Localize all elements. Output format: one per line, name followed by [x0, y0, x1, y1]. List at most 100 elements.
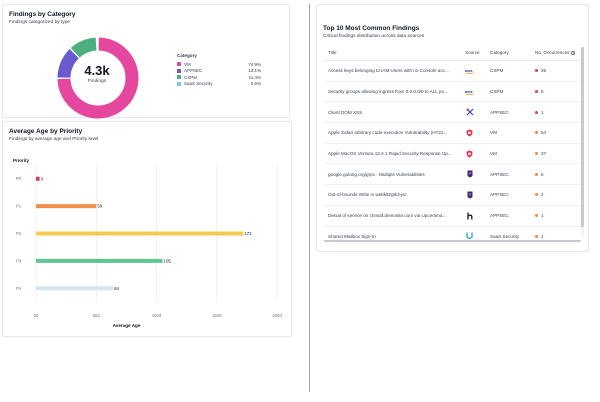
column-header-occurrences-label: No. Occurrences [535, 50, 570, 55]
y-axis-title: Priority [13, 158, 30, 163]
table-row[interactable]: Apple MacOS Ventura 13.4.1 Rapid Securit… [324, 144, 582, 165]
category-cell: VM [490, 151, 497, 157]
card-title: Top 10 Most Common Findings [323, 25, 420, 32]
table-row[interactable]: Security groups allowing ingress from 0.… [324, 82, 582, 103]
table-row[interactable]: Client DOM XSS APPSEC 1 [324, 102, 582, 124]
category-cell: CSPM [490, 89, 504, 95]
legend-item-cspm[interactable]: CSPM 11.4% [177, 74, 261, 81]
legend-swatch [177, 68, 181, 73]
occurrences-cell: 6 [535, 172, 582, 177]
occurrences-cell: 54 [535, 130, 582, 135]
table-row[interactable]: Out-of-bounds Write in webkit2gtk3-jsc AP… [324, 185, 582, 206]
bar-p1[interactable] [36, 204, 97, 209]
vertical-divider [309, 4, 310, 392]
bar-p3[interactable] [36, 258, 163, 263]
aws-icon: aws [465, 88, 474, 96]
source-cell [461, 191, 490, 199]
column-header-category[interactable]: Category [490, 50, 509, 55]
column-header-occurrences[interactable]: No. Occurrences i [535, 50, 582, 55]
bar-p0[interactable] [36, 176, 40, 181]
source-cell [461, 108, 490, 116]
occurrences-cell: 1 [535, 234, 582, 239]
horizontal-scrollbar[interactable] [324, 240, 581, 242]
category-cell: CSPM [490, 68, 504, 74]
legend-swatch [177, 81, 181, 86]
table-row[interactable]: Apple Safari arbitrary code execution Vu… [324, 123, 582, 144]
table-row[interactable]: google.golang.org/grpc - Multiple Vulner… [324, 164, 582, 186]
column-header-title[interactable]: Title [328, 50, 337, 55]
legend-swatch [177, 75, 181, 80]
occurrences-cell: 5 [535, 89, 582, 94]
finding-title[interactable]: Apple Safari arbitrary code execution Vu… [328, 130, 448, 136]
x-tick-label: 0d [34, 313, 39, 318]
category-cell: APPSEC [490, 192, 509, 198]
legend-label: CSPM [184, 74, 198, 80]
finding-title[interactable]: Client DOM XSS [328, 109, 363, 115]
table-row[interactable]: Denial of service on chnsaf.demosite.com… [324, 206, 582, 227]
source-cell: aws [461, 67, 490, 75]
card-title: Findings by Category [9, 11, 76, 18]
legend-label: SaaS Security [184, 81, 213, 87]
card-subtitle: Findings by average age and Priority lev… [9, 137, 99, 142]
bar-value-label: 172 [244, 231, 252, 236]
y-tick-label-p3: P3 [16, 258, 22, 263]
occurrences-cell: 1 [535, 110, 582, 115]
bar-value-label: 3 [41, 176, 44, 181]
source-cell [461, 170, 490, 178]
x-tick-label: 50d [93, 313, 101, 318]
bar-value-label: 50 [97, 204, 102, 209]
occurrences-value: 1 [541, 233, 544, 239]
donut-slice-appsec[interactable] [57, 49, 80, 79]
category-cell: APPSEC [490, 109, 509, 115]
table-row[interactable]: Shared Mailbox Sign-In SaaS Security 1 [324, 227, 582, 239]
bar-p2[interactable] [36, 231, 244, 236]
svg-text:aws: aws [465, 68, 473, 73]
scrollbar-thumb[interactable] [581, 47, 584, 227]
legend-percent: 0.6% [250, 81, 261, 87]
category-legend: Category VM 74.9% APPSEC 13.1% CSPM 11.4% SaaS… [177, 53, 261, 87]
occurrences-cell: 25 [535, 68, 582, 73]
finding-title[interactable]: Access keys belonging to IAM Users with … [328, 68, 449, 74]
severity-dot [535, 172, 538, 176]
column-header-source[interactable]: Source [465, 50, 480, 55]
crossed-swords-icon [465, 108, 474, 116]
table-header: Title Source Category No. Occurrences i [324, 45, 582, 61]
finding-title[interactable]: Apple MacOS Ventura 13.4.1 Rapid Securit… [328, 151, 452, 157]
occurrences-cell: 2 [535, 192, 582, 197]
legend-percent: 13.1% [248, 68, 261, 74]
u-logo-icon [465, 232, 474, 239]
donut-slice-vm[interactable] [57, 37, 139, 119]
legend-label: APPSEC [184, 68, 203, 74]
legend-item-saas-security[interactable]: SaaS Security 0.6% [177, 81, 261, 88]
finding-title[interactable]: Out-of-bounds Write in webkit2gtk3-jsc [328, 192, 407, 198]
x-tick-label: 200d [272, 313, 282, 318]
shield-red-icon [465, 129, 474, 137]
table-row[interactable]: Access keys belonging to IAM Users with … [324, 61, 582, 82]
average-age-bar-chart: Priority 0d 50d 100d 150d 200d Average Age P0 3 P… [13, 158, 282, 328]
finding-title[interactable]: Shared Mailbox Sign-In [328, 233, 376, 239]
category-cell: SaaS Security [490, 233, 520, 239]
findings-table: Title Source Category No. Occurrences i … [324, 45, 582, 239]
severity-dot [535, 152, 538, 156]
finding-title[interactable]: google.golang.org/grpc - Multiple Vulner… [328, 171, 425, 177]
category-cell: APPSEC [490, 213, 509, 219]
finding-title[interactable]: Security groups allowing ingress from 0.… [328, 89, 448, 95]
card-subtitle: Findings categorized by type [9, 20, 71, 25]
legend-title: Category [177, 53, 197, 58]
bar-value-label: 105 [164, 259, 172, 264]
y-tick-label-p1: P1 [16, 204, 22, 209]
h-logo-icon [465, 212, 474, 220]
legend-swatch [177, 62, 181, 67]
shield-red-icon [465, 150, 474, 158]
vertical-scrollbar[interactable] [581, 47, 584, 237]
bar-p4[interactable] [36, 286, 114, 291]
donut-slice-cspm[interactable] [70, 37, 97, 58]
occurrences-value: 2 [541, 192, 544, 198]
average-age-by-priority-card: Average Age by Priority Findings by aver… [2, 121, 292, 337]
finding-title[interactable]: Denial of service on chnsaf.demosite.com… [328, 213, 447, 219]
legend-item-appsec[interactable]: APPSEC 13.1% [177, 68, 261, 75]
legend-item-vm[interactable]: VM 74.9% [177, 61, 261, 68]
info-icon[interactable]: i [571, 50, 576, 55]
card-subtitle: Critical findings distribution across da… [323, 34, 425, 39]
occurrences-value: 25 [541, 68, 547, 74]
